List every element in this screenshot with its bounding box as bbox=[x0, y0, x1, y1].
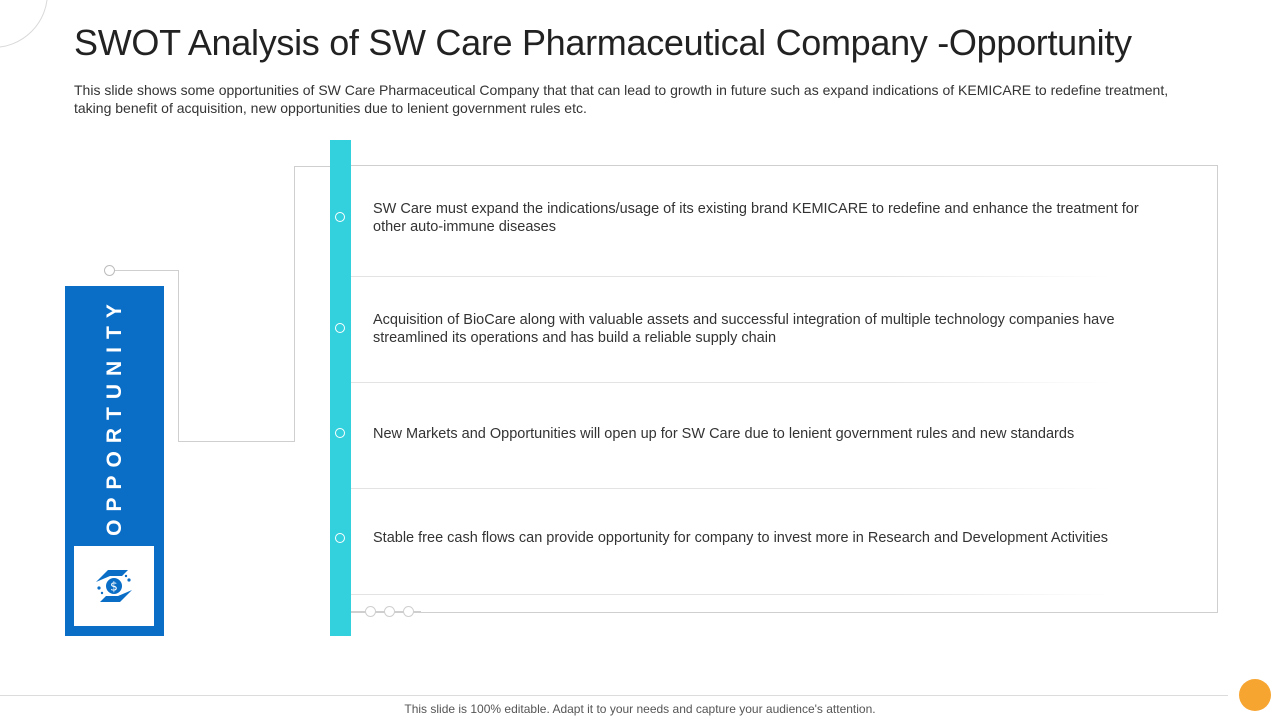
opportunity-item-1: SW Care must expand the indications/usag… bbox=[373, 201, 1139, 235]
connector-line bbox=[178, 270, 179, 442]
tail-dot bbox=[403, 606, 414, 617]
tail-dot bbox=[384, 606, 395, 617]
money-hands-icon: $ bbox=[74, 546, 154, 626]
row-divider bbox=[351, 382, 1111, 383]
page-title: SWOT Analysis of SW Care Pharmaceutical … bbox=[74, 22, 1132, 63]
bullet-dot bbox=[335, 428, 345, 438]
row-divider bbox=[351, 488, 1111, 489]
svg-text:$: $ bbox=[110, 580, 118, 594]
opportunity-item-4: Stable free cash flows can provide oppor… bbox=[373, 530, 1109, 546]
bullet-dot bbox=[335, 212, 345, 222]
row-divider bbox=[351, 276, 1111, 277]
opportunity-list-box bbox=[350, 165, 1218, 613]
opportunity-panel: OPPORTUNITY $ bbox=[65, 286, 164, 636]
opportunity-item-2: Acquisition of BioCare along with valuab… bbox=[373, 312, 1115, 346]
row-divider bbox=[351, 594, 1111, 595]
connector-line bbox=[178, 441, 295, 442]
corner-decoration bbox=[0, 0, 48, 48]
timeline-bar bbox=[330, 140, 351, 636]
connector-line bbox=[115, 270, 178, 271]
panel-label: OPPORTUNITY bbox=[102, 296, 126, 536]
page-subtitle: This slide shows some opportunities of S… bbox=[74, 82, 1169, 116]
opportunity-item-3: New Markets and Opportunities will open … bbox=[373, 426, 1075, 442]
bullet-dot bbox=[335, 533, 345, 543]
footer-note: This slide is 100% editable. Adapt it to… bbox=[404, 702, 876, 716]
footer-divider bbox=[0, 695, 1228, 696]
accent-circle bbox=[1239, 679, 1271, 711]
connector-node bbox=[104, 265, 115, 276]
tail-dot bbox=[365, 606, 376, 617]
connector-line bbox=[294, 166, 330, 167]
bullet-dot bbox=[335, 323, 345, 333]
panel-label-wrap: OPPORTUNITY bbox=[65, 296, 164, 536]
connector-line bbox=[294, 166, 295, 442]
